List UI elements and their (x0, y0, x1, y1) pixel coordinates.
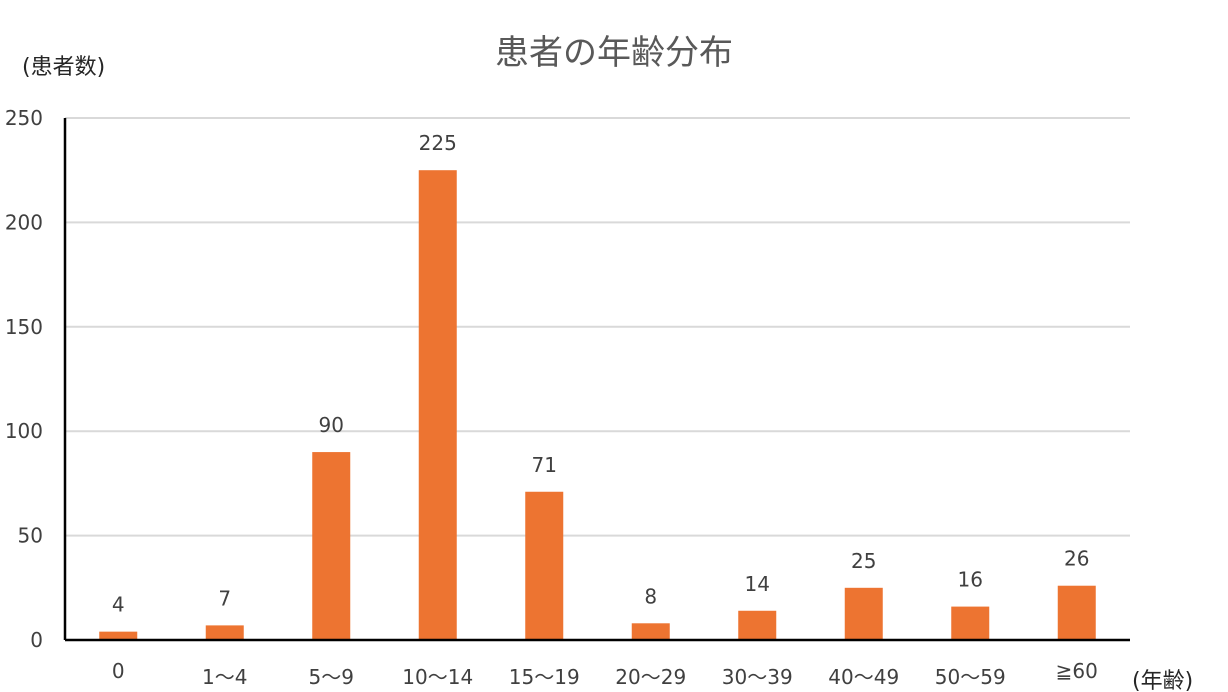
data-label: 90 (319, 413, 344, 437)
y-tick-label: 200 (5, 210, 43, 234)
bar (525, 491, 564, 640)
bar (951, 606, 990, 640)
bars (99, 170, 1096, 640)
bar (312, 452, 351, 640)
x-category-label: 40～49 (828, 665, 899, 689)
x-category-label: ≧60 (1056, 659, 1098, 683)
y-tick-label: 0 (30, 628, 43, 652)
bar (205, 625, 244, 640)
data-label: 225 (419, 131, 457, 155)
x-category-label: 20～29 (615, 665, 686, 689)
y-tick-label: 100 (5, 419, 43, 443)
y-tick-label: 250 (5, 106, 43, 130)
x-axis-categories: 0 1～4 5～9 10～14 15～19 20～29 30～39 40～49 50～59 ≧60 (112, 659, 1098, 689)
y-tick-label: 150 (5, 315, 43, 339)
bar (1057, 585, 1096, 640)
data-labels: 4 7 90 225 71 8 14 25 16 26 (112, 131, 1090, 616)
x-category-label: 5～9 (309, 665, 354, 689)
x-category-label: 15～19 (509, 665, 580, 689)
x-category-label: 50～59 (935, 665, 1006, 689)
y-axis-label: (患者数) (22, 55, 105, 80)
data-label: 16 (958, 568, 983, 592)
data-label: 14 (745, 572, 770, 596)
chart-title: 患者の年齢分布 (495, 33, 733, 73)
bar (99, 631, 138, 640)
bar (631, 623, 670, 640)
data-label: 8 (644, 584, 657, 608)
data-label: 4 (112, 593, 125, 617)
x-category-label: 30～39 (722, 665, 793, 689)
y-tick-label: 50 (18, 524, 43, 548)
bar (738, 610, 777, 640)
bar (418, 170, 457, 640)
x-category-label: 10～14 (402, 665, 473, 689)
x-category-label: 1～4 (202, 665, 247, 689)
bar (844, 587, 883, 640)
gridlines (65, 117, 1130, 537)
data-label: 26 (1064, 547, 1089, 571)
data-label: 71 (532, 453, 557, 477)
data-label: 25 (851, 549, 876, 573)
x-axis-label: (年齢) (1132, 669, 1193, 692)
x-category-label: 0 (112, 659, 125, 683)
data-label: 7 (218, 586, 231, 610)
y-axis-ticks: 0 50 100 150 200 250 (5, 106, 43, 652)
